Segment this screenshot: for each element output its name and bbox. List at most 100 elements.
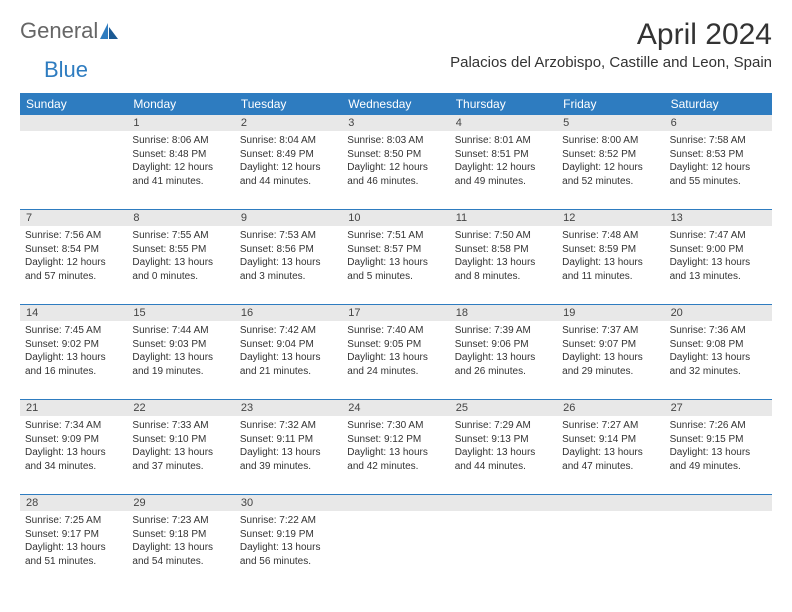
day-header: Sunday <box>20 93 127 115</box>
sunrise-text: Sunrise: 7:58 AM <box>670 134 767 148</box>
day-number: 13 <box>665 210 772 226</box>
day-header: Friday <box>557 93 664 115</box>
day-number-row: 14151617181920 <box>20 305 772 321</box>
week-row: Sunrise: 7:34 AMSunset: 9:09 PMDaylight:… <box>20 416 772 495</box>
week-row: Sunrise: 7:45 AMSunset: 9:02 PMDaylight:… <box>20 321 772 400</box>
day-number: 27 <box>665 400 772 416</box>
sunrise-text: Sunrise: 7:47 AM <box>670 229 767 243</box>
day-cell: Sunrise: 7:34 AMSunset: 9:09 PMDaylight:… <box>20 416 127 494</box>
day-number: 8 <box>127 210 234 226</box>
sunrise-text: Sunrise: 7:34 AM <box>25 419 122 433</box>
location-subtitle: Palacios del Arzobispo, Castille and Leo… <box>450 54 772 71</box>
daylight-text-1: Daylight: 13 hours <box>562 351 659 365</box>
day-number: 11 <box>450 210 557 226</box>
daylight-text-2: and 13 minutes. <box>670 270 767 284</box>
sunset-text: Sunset: 9:11 PM <box>240 433 337 447</box>
sunset-text: Sunset: 9:10 PM <box>132 433 229 447</box>
day-cell: Sunrise: 7:36 AMSunset: 9:08 PMDaylight:… <box>665 321 772 399</box>
day-cell: Sunrise: 7:44 AMSunset: 9:03 PMDaylight:… <box>127 321 234 399</box>
day-number: 17 <box>342 305 449 321</box>
sunrise-text: Sunrise: 7:30 AM <box>347 419 444 433</box>
day-number: 19 <box>557 305 664 321</box>
day-number-row: 78910111213 <box>20 210 772 226</box>
daylight-text-2: and 19 minutes. <box>132 365 229 379</box>
daylight-text-2: and 3 minutes. <box>240 270 337 284</box>
day-number: 1 <box>127 115 234 131</box>
day-number <box>557 495 664 511</box>
sunrise-text: Sunrise: 7:50 AM <box>455 229 552 243</box>
day-cell: Sunrise: 7:22 AMSunset: 9:19 PMDaylight:… <box>235 511 342 589</box>
day-number: 24 <box>342 400 449 416</box>
day-number <box>450 495 557 511</box>
daylight-text-2: and 51 minutes. <box>25 555 122 569</box>
daylight-text-2: and 52 minutes. <box>562 175 659 189</box>
sunset-text: Sunset: 9:05 PM <box>347 338 444 352</box>
daylight-text-1: Daylight: 13 hours <box>562 446 659 460</box>
sunrise-text: Sunrise: 7:27 AM <box>562 419 659 433</box>
calendar: Sunday Monday Tuesday Wednesday Thursday… <box>20 93 772 589</box>
day-number-row: 123456 <box>20 115 772 131</box>
logo: General <box>20 18 122 44</box>
day-number <box>20 115 127 131</box>
sunrise-text: Sunrise: 7:55 AM <box>132 229 229 243</box>
daylight-text-2: and 32 minutes. <box>670 365 767 379</box>
day-number: 22 <box>127 400 234 416</box>
day-headers-row: Sunday Monday Tuesday Wednesday Thursday… <box>20 93 772 115</box>
day-number: 26 <box>557 400 664 416</box>
day-number: 12 <box>557 210 664 226</box>
sunrise-text: Sunrise: 7:48 AM <box>562 229 659 243</box>
daylight-text-1: Daylight: 12 hours <box>347 161 444 175</box>
daylight-text-2: and 37 minutes. <box>132 460 229 474</box>
sunrise-text: Sunrise: 7:56 AM <box>25 229 122 243</box>
daylight-text-2: and 29 minutes. <box>562 365 659 379</box>
daylight-text-2: and 44 minutes. <box>240 175 337 189</box>
day-header: Monday <box>127 93 234 115</box>
sunset-text: Sunset: 8:50 PM <box>347 148 444 162</box>
day-number: 10 <box>342 210 449 226</box>
daylight-text-1: Daylight: 13 hours <box>25 446 122 460</box>
day-cell: Sunrise: 7:42 AMSunset: 9:04 PMDaylight:… <box>235 321 342 399</box>
day-header: Wednesday <box>342 93 449 115</box>
day-number: 5 <box>557 115 664 131</box>
daylight-text-1: Daylight: 13 hours <box>25 351 122 365</box>
day-header: Thursday <box>450 93 557 115</box>
daylight-text-2: and 21 minutes. <box>240 365 337 379</box>
daylight-text-1: Daylight: 13 hours <box>240 541 337 555</box>
daylight-text-2: and 8 minutes. <box>455 270 552 284</box>
day-cell: Sunrise: 7:53 AMSunset: 8:56 PMDaylight:… <box>235 226 342 304</box>
sunrise-text: Sunrise: 7:45 AM <box>25 324 122 338</box>
daylight-text-2: and 57 minutes. <box>25 270 122 284</box>
daylight-text-1: Daylight: 13 hours <box>240 446 337 460</box>
month-title: April 2024 <box>450 18 772 52</box>
logo-sail-icon <box>98 21 120 41</box>
sunset-text: Sunset: 9:13 PM <box>455 433 552 447</box>
sunrise-text: Sunrise: 7:36 AM <box>670 324 767 338</box>
daylight-text-2: and 54 minutes. <box>132 555 229 569</box>
daylight-text-1: Daylight: 13 hours <box>455 351 552 365</box>
day-cell: Sunrise: 7:51 AMSunset: 8:57 PMDaylight:… <box>342 226 449 304</box>
day-cell <box>20 131 127 209</box>
day-cell: Sunrise: 7:39 AMSunset: 9:06 PMDaylight:… <box>450 321 557 399</box>
daylight-text-1: Daylight: 13 hours <box>132 256 229 270</box>
sunset-text: Sunset: 8:52 PM <box>562 148 659 162</box>
day-number <box>342 495 449 511</box>
sunrise-text: Sunrise: 7:22 AM <box>240 514 337 528</box>
daylight-text-2: and 11 minutes. <box>562 270 659 284</box>
daylight-text-1: Daylight: 13 hours <box>347 351 444 365</box>
day-cell: Sunrise: 7:40 AMSunset: 9:05 PMDaylight:… <box>342 321 449 399</box>
sunrise-text: Sunrise: 7:37 AM <box>562 324 659 338</box>
day-number: 4 <box>450 115 557 131</box>
day-number: 30 <box>235 495 342 511</box>
sunrise-text: Sunrise: 7:26 AM <box>670 419 767 433</box>
daylight-text-1: Daylight: 13 hours <box>670 446 767 460</box>
daylight-text-1: Daylight: 12 hours <box>240 161 337 175</box>
title-block: April 2024 Palacios del Arzobispo, Casti… <box>450 18 772 71</box>
daylight-text-2: and 49 minutes. <box>455 175 552 189</box>
sunrise-text: Sunrise: 7:51 AM <box>347 229 444 243</box>
daylight-text-1: Daylight: 12 hours <box>670 161 767 175</box>
sunset-text: Sunset: 9:15 PM <box>670 433 767 447</box>
daylight-text-1: Daylight: 13 hours <box>347 446 444 460</box>
daylight-text-1: Daylight: 13 hours <box>240 256 337 270</box>
sunset-text: Sunset: 9:09 PM <box>25 433 122 447</box>
day-cell: Sunrise: 7:55 AMSunset: 8:55 PMDaylight:… <box>127 226 234 304</box>
